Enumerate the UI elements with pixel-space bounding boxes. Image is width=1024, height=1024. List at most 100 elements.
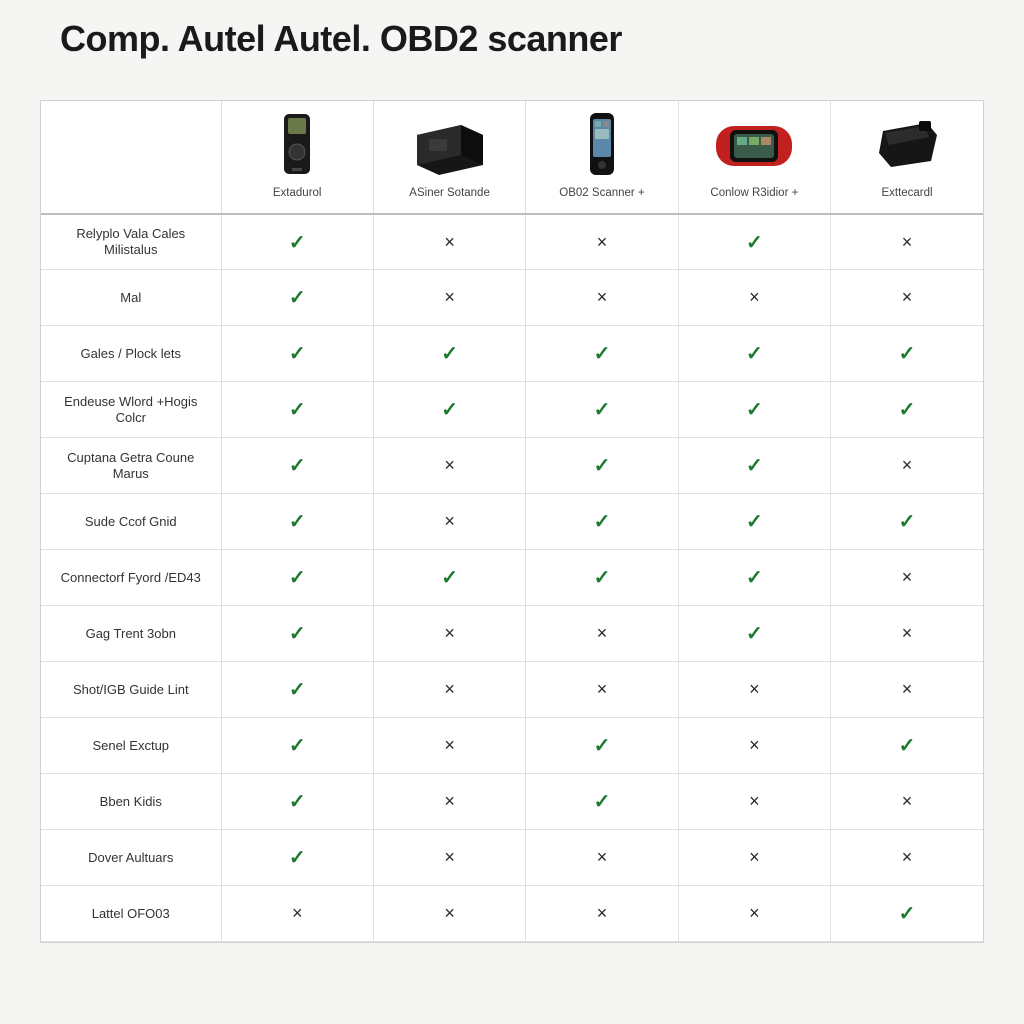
check-icon: ✓ <box>289 567 306 589</box>
cross-icon: × <box>597 903 608 923</box>
table-row: Connectorf Fyord /ED43✓✓✓✓× <box>41 550 983 606</box>
cell: ✓ <box>221 550 373 606</box>
check-icon: ✓ <box>289 399 306 421</box>
cell: × <box>373 606 525 662</box>
page-title: Comp. Autel Autel. OBD2 scanner <box>60 18 984 60</box>
cell: × <box>831 774 983 830</box>
cross-icon: × <box>902 287 913 307</box>
obd-plug-icon <box>835 111 979 181</box>
cell: ✓ <box>831 382 983 438</box>
comparison-table-container: Extadurol ASiner Sotande OB02 Scanner + Con… <box>40 100 984 943</box>
check-icon: ✓ <box>441 399 458 421</box>
cell: × <box>526 606 678 662</box>
check-icon: ✓ <box>746 511 763 533</box>
cell: × <box>831 214 983 270</box>
check-icon: ✓ <box>594 455 611 477</box>
row-label: Bben Kidis <box>41 774 221 830</box>
cell: ✓ <box>221 270 373 326</box>
table-row: Gag Trent 3obn✓××✓× <box>41 606 983 662</box>
check-icon: ✓ <box>899 903 916 925</box>
check-icon: ✓ <box>746 399 763 421</box>
cell: ✓ <box>221 606 373 662</box>
cell: ✓ <box>221 438 373 494</box>
cross-icon: × <box>444 903 455 923</box>
column-header-2: OB02 Scanner + <box>526 101 678 214</box>
cell: ✓ <box>678 550 830 606</box>
check-icon: ✓ <box>899 399 916 421</box>
column-header-0: Extadurol <box>221 101 373 214</box>
cell: ✓ <box>221 718 373 774</box>
table-row: Cuptana Getra Coune Marus✓×✓✓× <box>41 438 983 494</box>
cross-icon: × <box>444 791 455 811</box>
cross-icon: × <box>597 287 608 307</box>
check-icon: ✓ <box>441 567 458 589</box>
cell: ✓ <box>373 326 525 382</box>
cross-icon: × <box>902 791 913 811</box>
column-label: OB02 Scanner + <box>530 187 673 201</box>
comparison-table: Extadurol ASiner Sotande OB02 Scanner + Con… <box>41 101 983 942</box>
cell: ✓ <box>526 382 678 438</box>
cross-icon: × <box>902 455 913 475</box>
table-row: Gales / Plock lets✓✓✓✓✓ <box>41 326 983 382</box>
check-icon: ✓ <box>289 287 306 309</box>
cell: × <box>526 662 678 718</box>
check-icon: ✓ <box>746 455 763 477</box>
cell: ✓ <box>526 326 678 382</box>
cell: × <box>831 830 983 886</box>
cross-icon: × <box>444 511 455 531</box>
cross-icon: × <box>597 679 608 699</box>
check-icon: ✓ <box>289 343 306 365</box>
cross-icon: × <box>444 679 455 699</box>
row-label: Gag Trent 3obn <box>41 606 221 662</box>
column-label: Exttecardl <box>835 187 979 201</box>
check-icon: ✓ <box>289 511 306 533</box>
check-icon: ✓ <box>289 847 306 869</box>
cell: × <box>831 270 983 326</box>
phone-scanner-icon <box>530 111 673 181</box>
cell: ✓ <box>526 718 678 774</box>
cross-icon: × <box>444 847 455 867</box>
cross-icon: × <box>902 567 913 587</box>
cross-icon: × <box>444 735 455 755</box>
cross-icon: × <box>749 903 760 923</box>
cross-icon: × <box>902 847 913 867</box>
column-header-4: Exttecardl <box>831 101 983 214</box>
column-label: Conlow R3idior + <box>683 187 826 201</box>
cell: × <box>678 270 830 326</box>
check-icon: ✓ <box>746 567 763 589</box>
check-icon: ✓ <box>746 623 763 645</box>
cross-icon: × <box>902 232 913 252</box>
column-header-3: Conlow R3idior + <box>678 101 830 214</box>
cell: × <box>678 662 830 718</box>
cell: × <box>373 270 525 326</box>
check-icon: ✓ <box>289 791 306 813</box>
cell: × <box>373 886 525 942</box>
check-icon: ✓ <box>289 735 306 757</box>
cell: × <box>831 550 983 606</box>
cell: × <box>373 214 525 270</box>
cell: ✓ <box>221 326 373 382</box>
row-label: Lattel OFO03 <box>41 886 221 942</box>
cell: ✓ <box>526 774 678 830</box>
row-label: Connectorf Fyord /ED43 <box>41 550 221 606</box>
cell: ✓ <box>678 214 830 270</box>
cell: × <box>526 270 678 326</box>
cell: × <box>831 606 983 662</box>
cell: ✓ <box>221 662 373 718</box>
cell: ✓ <box>221 214 373 270</box>
cross-icon: × <box>444 287 455 307</box>
check-icon: ✓ <box>899 343 916 365</box>
cell: ✓ <box>678 606 830 662</box>
row-label: Senel Exctup <box>41 718 221 774</box>
cell: × <box>678 830 830 886</box>
cross-icon: × <box>597 232 608 252</box>
cross-icon: × <box>902 623 913 643</box>
cell: ✓ <box>831 886 983 942</box>
row-label: Relyplo Vala Cales Milistalus <box>41 214 221 270</box>
cell: × <box>373 662 525 718</box>
column-label: ASiner Sotande <box>378 187 521 201</box>
rugged-red-icon <box>683 111 826 181</box>
cross-icon: × <box>749 847 760 867</box>
cell: × <box>373 774 525 830</box>
check-icon: ✓ <box>289 232 306 254</box>
